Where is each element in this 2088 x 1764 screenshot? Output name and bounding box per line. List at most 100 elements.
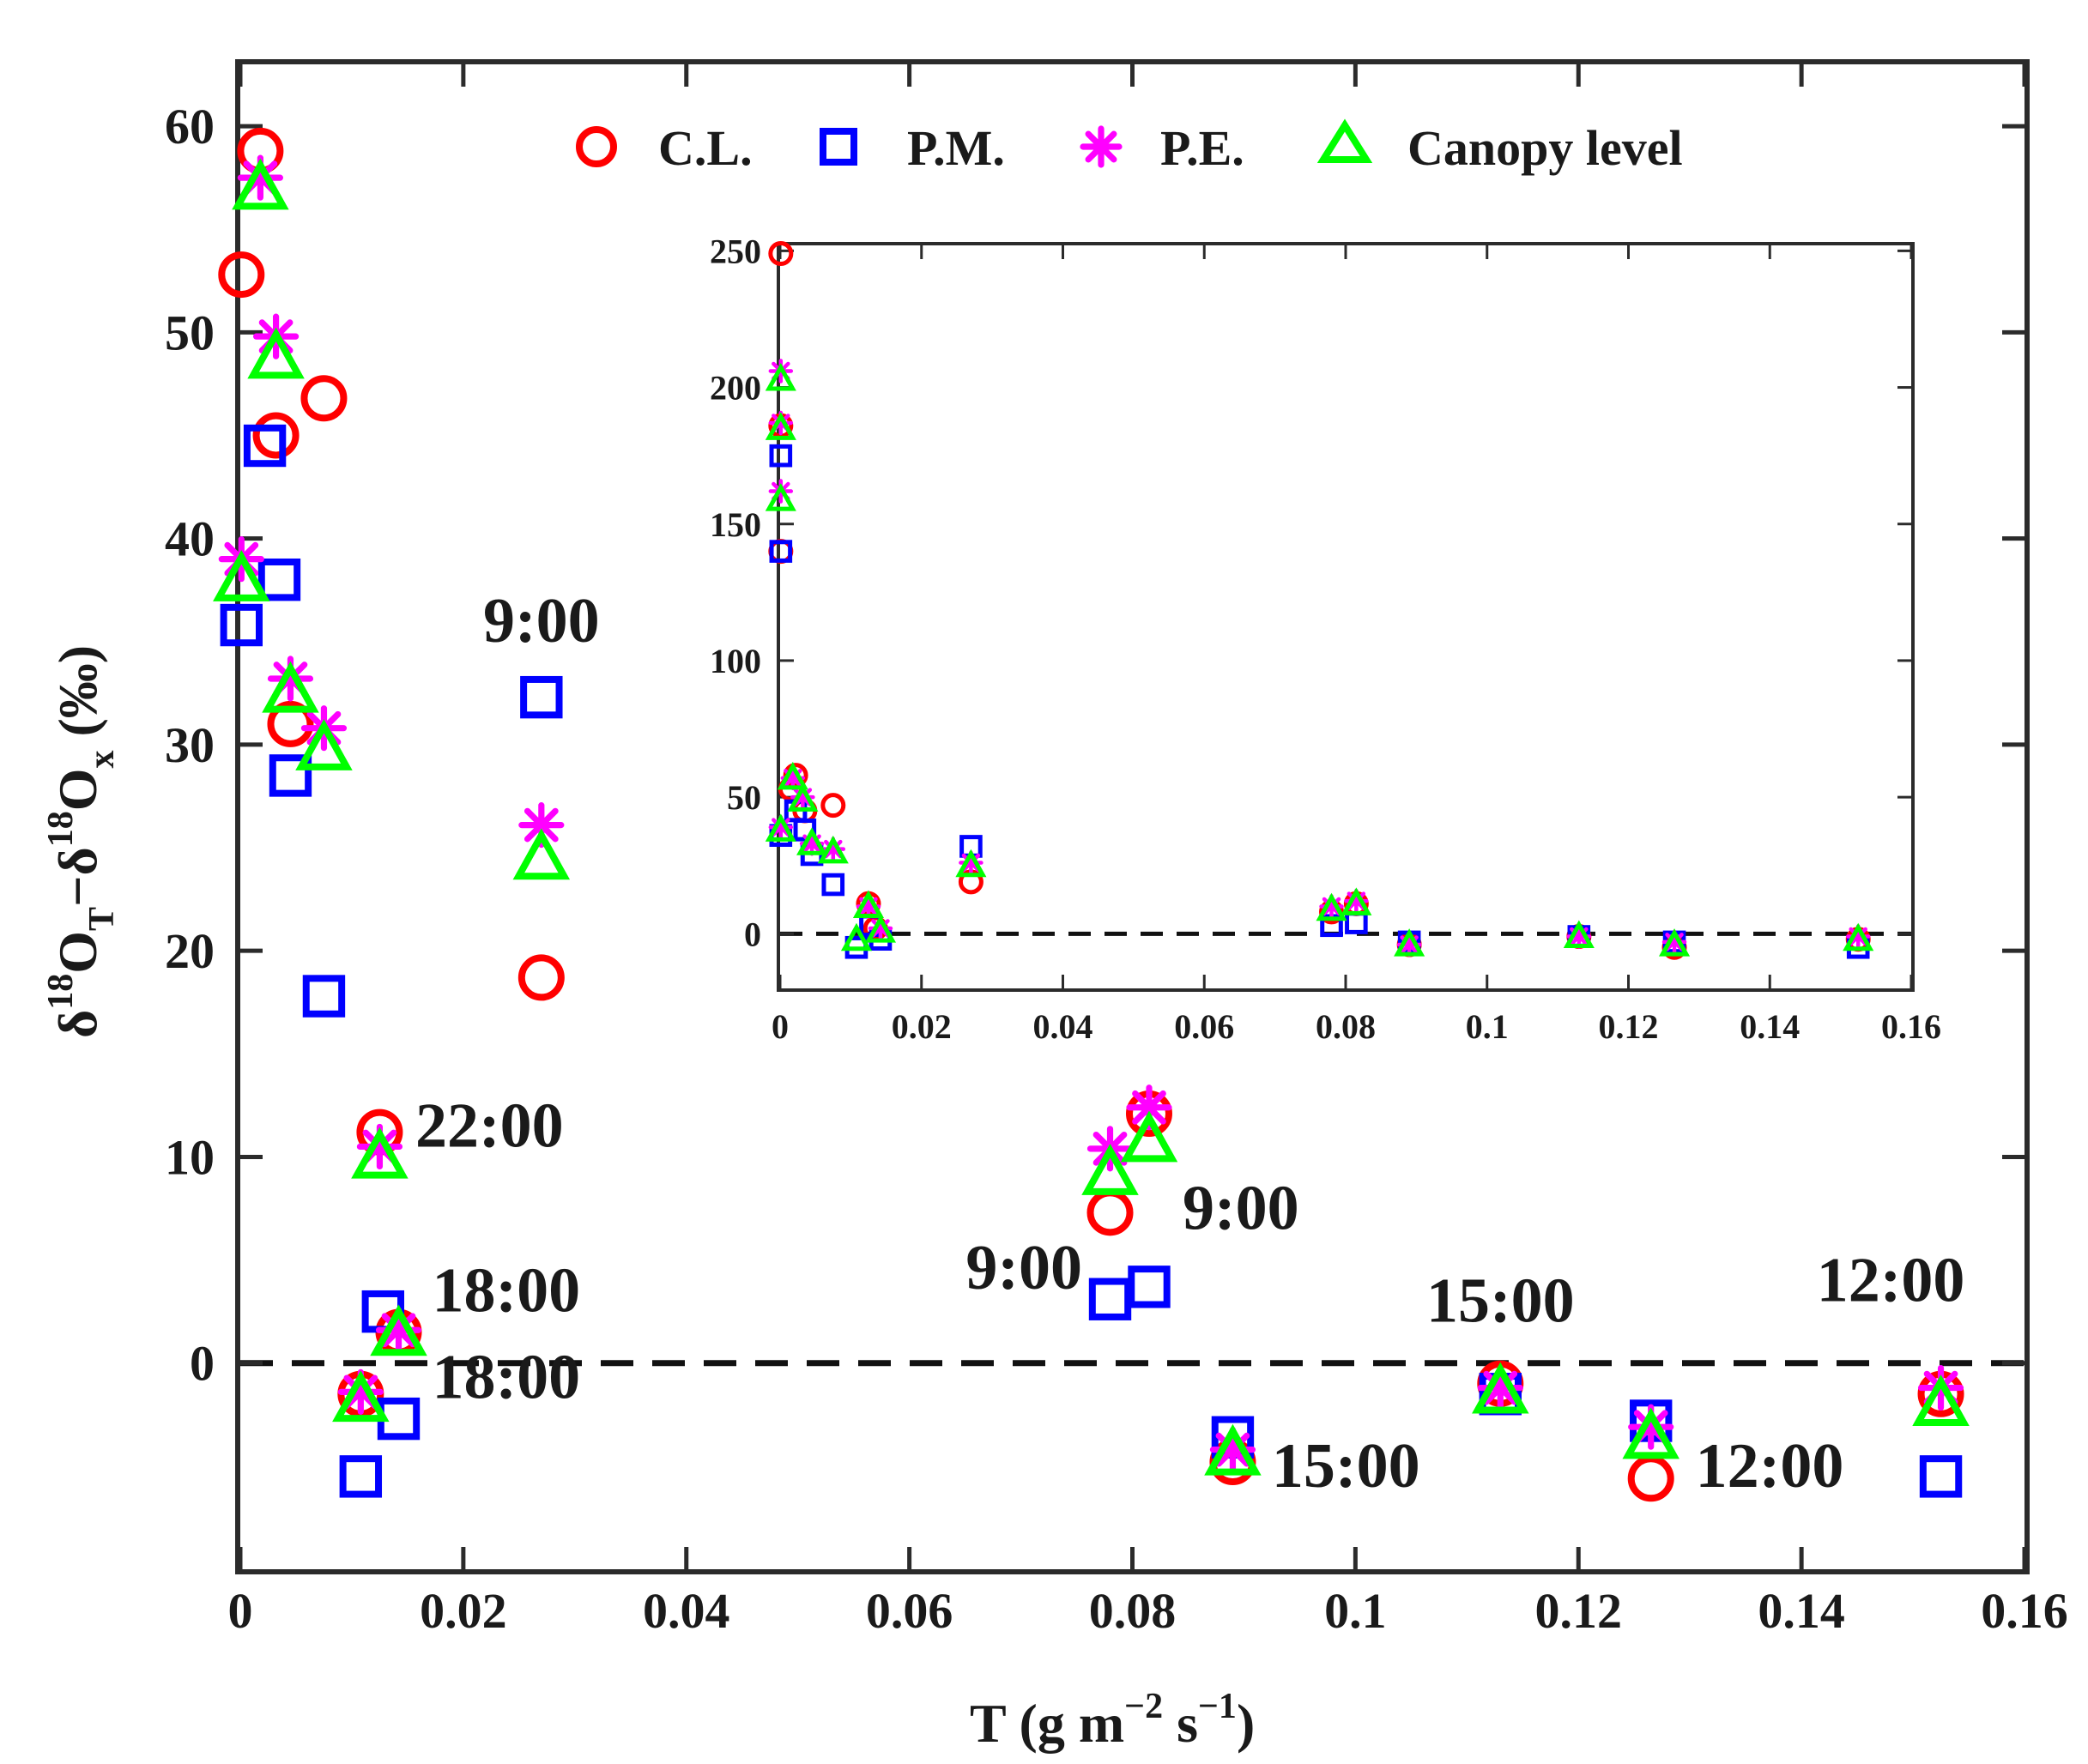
inset-point-p-e — [768, 410, 794, 436]
inset-point-canopy-level — [840, 922, 873, 951]
inset-x-tick-label: 0.14 — [1740, 1007, 1800, 1046]
main-point-p-e — [1628, 1404, 1674, 1450]
inset-point-p-e — [780, 765, 806, 791]
inset-point-p-e — [820, 837, 846, 861]
inset-y-tick-label: 150 — [710, 505, 761, 544]
main-point-canopy-level — [232, 158, 289, 210]
inset-point-p-e — [799, 831, 825, 856]
main-point-p-e — [237, 154, 283, 201]
legend-label-cl: C.L. — [658, 120, 753, 176]
inset-point-canopy-level — [864, 915, 897, 943]
inset-point-p-e — [1661, 929, 1687, 955]
inset-point-canopy-level — [1658, 928, 1691, 957]
inset-point-p-e — [1845, 924, 1871, 949]
inset-point-canopy-level — [1843, 922, 1874, 951]
main-x-tick-label: 0.16 — [1981, 1583, 2068, 1639]
main-point-p-e — [356, 1123, 403, 1170]
main-point-p-m — [1088, 1278, 1132, 1320]
inset-point-p-e — [1344, 888, 1369, 914]
main-series-canopy-level — [213, 158, 1970, 1476]
main-point-p-e — [337, 1368, 384, 1415]
time-annotation: 22:00 — [415, 1090, 564, 1161]
legend-marker-cl — [576, 126, 617, 167]
inset-y-tick-label: 100 — [710, 642, 761, 680]
main-point-canopy-level — [1622, 1407, 1679, 1459]
main-point-c-l — [1627, 1455, 1674, 1502]
inset-point-p-e — [856, 894, 881, 919]
inset-plot: 0 0.02 0.04 0.06 0.08 0.1 0.12 0.14 0.16 0 50 100 15… — [710, 232, 1941, 1046]
main-point-p-m — [220, 603, 263, 647]
main-point-canopy-level — [247, 327, 305, 379]
inset-point-p-e — [790, 784, 815, 810]
main-y-tick-label: 50 — [165, 305, 215, 360]
time-annotation: 15:00 — [1272, 1431, 1420, 1501]
inset-point-p-e — [1396, 932, 1422, 958]
y-title-sup2: 18 — [41, 811, 81, 847]
inset-plot-frame — [777, 242, 1915, 992]
inset-point-canopy-level — [1563, 920, 1595, 949]
main-point-canopy-level — [1120, 1110, 1178, 1163]
x-title-exp2: −1 — [1198, 1687, 1237, 1726]
inset-point-canopy-level — [1316, 892, 1347, 921]
inset-series-canopy-level — [765, 363, 1874, 957]
main-x-tick-label: 0.08 — [1089, 1583, 1177, 1639]
inset-point-p-m — [821, 873, 845, 897]
inset-point-p-e — [1319, 894, 1344, 919]
inset-point-canopy-level — [787, 783, 819, 812]
x-axis-title: T (g m−2 s−1) — [970, 1687, 1255, 1754]
main-point-canopy-level — [262, 661, 319, 713]
x-title-base: T (g m — [970, 1693, 1124, 1754]
inset-x-tick-label: 0.08 — [1316, 1007, 1376, 1046]
main-point-canopy-level — [1081, 1143, 1139, 1195]
main-point-canopy-level — [1204, 1423, 1262, 1476]
legend-marker-pm — [820, 128, 857, 166]
inset-point-canopy-level — [852, 890, 885, 919]
inset-point-canopy-level — [765, 412, 796, 440]
main-point-c-l — [517, 954, 565, 1001]
inset-point-c-l — [768, 241, 794, 267]
time-annotation: 9:00 — [1183, 1174, 1299, 1244]
legend-marker-canopy — [1316, 118, 1373, 163]
main-point-p-e — [518, 802, 565, 849]
inset-y-tick-label: 50 — [727, 778, 761, 817]
time-annotation: 9:00 — [965, 1233, 1082, 1303]
y-title-dash: −δ — [47, 847, 108, 907]
inset-point-canopy-level — [765, 813, 796, 842]
inset-point-canopy-level — [1341, 887, 1372, 915]
inset-x-tick-label: 0.06 — [1174, 1007, 1234, 1046]
inset-x-tick-label: 0 — [772, 1007, 789, 1046]
inset-point-canopy-level — [955, 849, 987, 878]
inset-point-p-m — [769, 444, 793, 468]
main-point-p-e — [375, 1307, 422, 1353]
main-point-p-m — [1919, 1455, 1963, 1498]
main-point-canopy-level — [370, 1304, 427, 1356]
main-point-canopy-level — [295, 719, 353, 770]
time-annotation: 18:00 — [432, 1256, 580, 1326]
main-point-p-e — [1126, 1084, 1172, 1131]
main-y-tick-label: 20 — [165, 923, 215, 979]
main-x-tick-label: 0.12 — [1535, 1583, 1623, 1639]
time-annotation: 9:00 — [483, 586, 600, 656]
main-point-p-e — [1477, 1364, 1523, 1411]
inset-x-tick-label: 0.1 — [1466, 1007, 1509, 1046]
main-series-p-m — [220, 424, 1963, 1498]
inset-x-tick-label: 0.12 — [1599, 1007, 1659, 1046]
main-point-canopy-level — [1912, 1374, 1970, 1426]
main-point-canopy-level — [213, 549, 270, 601]
main-point-p-m — [520, 675, 563, 719]
y-axis-title: δ18OT−δ18Ox (‰) — [41, 645, 122, 1038]
time-annotation: 18:00 — [432, 1343, 580, 1413]
inset-x-tick-label: 0.02 — [892, 1007, 952, 1046]
inset-point-c-l — [820, 793, 846, 819]
main-y-tick-label: 10 — [165, 1129, 215, 1185]
main-point-p-m — [243, 424, 287, 468]
main-x-tick-label: 0.02 — [420, 1583, 507, 1639]
main-point-c-l — [218, 251, 265, 299]
legend-label-canopy: Canopy level — [1407, 120, 1683, 176]
inset-point-canopy-level — [765, 483, 796, 511]
time-annotation: 12:00 — [1696, 1431, 1844, 1501]
x-title-mid: s — [1163, 1693, 1198, 1754]
legend-label-pe: P.E. — [1160, 120, 1244, 176]
main-point-canopy-level — [512, 828, 571, 880]
